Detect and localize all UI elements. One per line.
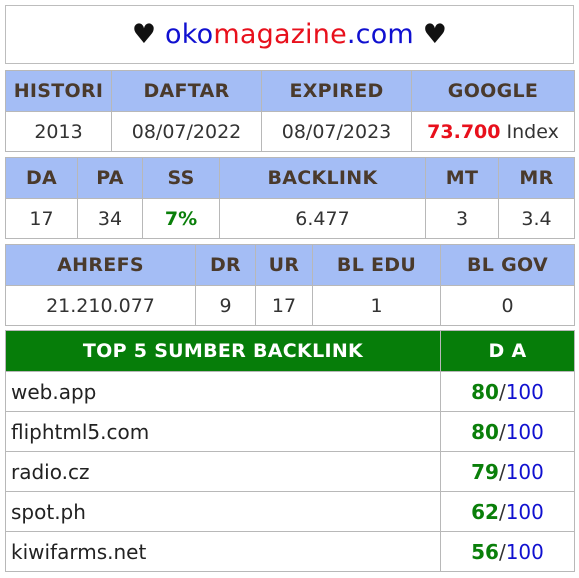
backlink-da: 80/100 [440,371,575,412]
header-histori: HISTORI [5,70,112,112]
heart-icon: ♥ [131,19,157,50]
header-top5-da: D A [440,330,575,372]
da-score: 62 [471,499,499,524]
da-slash: / [498,459,506,484]
domain-part-2: magazine [213,19,347,50]
histori-value: 2013 [5,111,112,152]
backlink-source: radio.cz [5,451,441,492]
backlink-da: 62/100 [440,491,575,532]
google-index-count: 73.700 [427,120,501,143]
da-max: 100 [505,459,544,484]
metrics-table: DA PA SS BACKLINK MT MR 17 34 7% 6.477 3… [5,157,575,239]
da-slash: / [498,499,506,524]
header-dr: DR [195,244,256,286]
da-max: 100 [505,539,544,564]
backlink-source: web.app [5,371,441,412]
backlink-source: fliphtml5.com [5,411,441,452]
da-max: 100 [505,379,544,404]
domain-part-1: oko [165,19,214,50]
backlink-da: 56/100 [440,531,575,572]
mt-value: 3 [425,198,499,239]
expired-value: 08/07/2023 [261,111,412,152]
backlink-source: kiwifarms.net [5,531,441,572]
google-index-value: 73.700 Index [411,111,575,152]
header-mr: MR [498,157,575,199]
daftar-value: 08/07/2022 [111,111,262,152]
dr-value: 9 [195,285,256,326]
table-row: web.app 80/100 [5,371,575,412]
google-index-suffix: Index [500,120,559,143]
header-bl-gov: BL GOV [440,244,575,286]
da-score: 56 [471,539,499,564]
header-backlink: BACKLINK [219,157,426,199]
table-row: kiwifarms.net 56/100 [5,531,575,572]
ss-value: 7% [142,198,220,239]
heart-icon: ♥ [422,19,448,50]
da-score: 80 [471,419,499,444]
da-score: 80 [471,379,499,404]
da-max: 100 [505,419,544,444]
da-slash: / [498,539,506,564]
backlink-da: 79/100 [440,451,575,492]
da-max: 100 [505,499,544,524]
domain-part-3: .com [346,19,414,50]
ur-value: 17 [255,285,313,326]
header-top5-source: TOP 5 SUMBER BACKLINK [5,330,441,372]
bl-edu-value: 1 [312,285,441,326]
table-row: fliphtml5.com 80/100 [5,411,575,452]
header-ahrefs: AHREFS [5,244,196,286]
header-expired: EXPIRED [261,70,412,112]
top-backlink-sources-table: TOP 5 SUMBER BACKLINK D A web.app 80/100… [5,330,575,572]
domain-history-table: HISTORI DAFTAR EXPIRED GOOGLE 2013 08/07… [5,70,575,152]
header-daftar: DAFTAR [111,70,262,112]
backlink-value: 6.477 [219,198,426,239]
header-mt: MT [425,157,499,199]
header-da: DA [5,157,78,199]
header-ur: UR [255,244,313,286]
backlink-source: spot.ph [5,491,441,532]
header-bl-edu: BL EDU [312,244,441,286]
da-slash: / [498,419,506,444]
mr-value: 3.4 [498,198,575,239]
da-score: 79 [471,459,499,484]
ahrefs-value: 21.210.077 [5,285,196,326]
pa-value: 34 [77,198,143,239]
ahrefs-table: AHREFS DR UR BL EDU BL GOV 21.210.077 9 … [5,244,575,326]
header-google: GOOGLE [411,70,575,112]
da-value: 17 [5,198,78,239]
header-ss: SS [142,157,220,199]
site-title: ♥ oko magazine .com ♥ [5,5,574,64]
backlink-da: 80/100 [440,411,575,452]
header-pa: PA [77,157,143,199]
da-slash: / [498,379,506,404]
bl-gov-value: 0 [440,285,575,326]
table-row: radio.cz 79/100 [5,451,575,492]
table-row: spot.ph 62/100 [5,491,575,532]
